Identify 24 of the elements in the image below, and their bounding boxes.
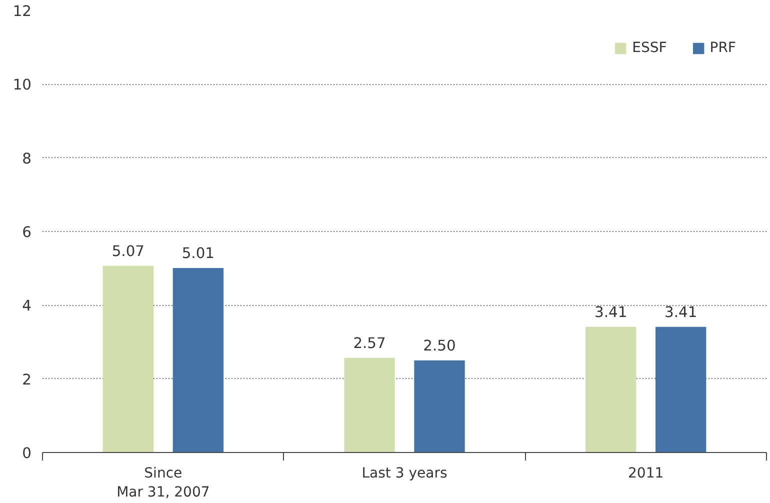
- data-label: 2.57: [353, 334, 386, 352]
- data-label: 3.41: [594, 304, 628, 321]
- data-label: 5.01: [182, 244, 214, 262]
- y-tick-label: 12: [12, 3, 32, 20]
- y-tick-label: 8: [22, 150, 32, 168]
- data-label: 5.07: [112, 242, 144, 260]
- x-tick-label: 2011: [628, 466, 664, 482]
- bar: [586, 326, 636, 452]
- data-label: 2.50: [423, 337, 456, 354]
- y-tick-label: 10: [12, 76, 32, 94]
- bar: [655, 326, 706, 452]
- x-tick-label: Last 3 years: [362, 466, 448, 482]
- y-tick-label: 2: [22, 371, 32, 388]
- bar: [414, 360, 465, 452]
- data-label: 3.41: [664, 304, 698, 321]
- y-tick-label: 0: [22, 445, 32, 462]
- y-tick-label: 6: [22, 224, 32, 241]
- bar: [344, 358, 395, 452]
- bar: [102, 266, 154, 452]
- x-tick-label: Since Mar 31, 2007: [116, 466, 210, 501]
- y-tick-label: 4: [22, 298, 32, 315]
- legend-label: PRF: [710, 40, 736, 56]
- legend-label: ESSF: [632, 40, 667, 56]
- bar: [172, 268, 224, 452]
